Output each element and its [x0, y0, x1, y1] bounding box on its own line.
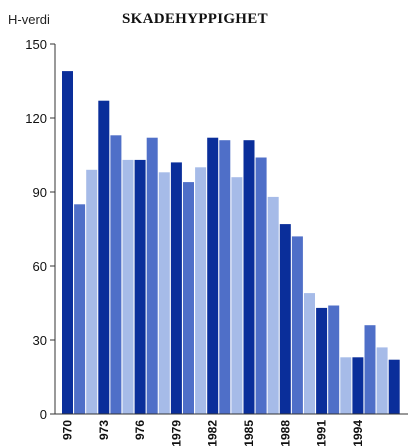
bar [279, 224, 291, 414]
bar [243, 140, 255, 414]
y-tick-label: 30 [33, 333, 47, 348]
bar [352, 357, 364, 414]
bar [340, 357, 352, 414]
bar [207, 137, 219, 414]
y-axis-ticks: 0 30 60 90 120 150 [25, 37, 55, 422]
x-tick-label: 1991 [315, 420, 329, 447]
chart-title: SKADEHYPPIGHET [122, 11, 268, 27]
bar [62, 71, 73, 414]
bar [291, 236, 303, 414]
bar [328, 305, 340, 414]
x-tick-label: 1982 [206, 420, 220, 447]
bar [183, 182, 194, 414]
bar [376, 347, 388, 414]
bar [267, 196, 279, 414]
x-tick-label: 1994 [351, 420, 365, 447]
y-tick-label: 120 [25, 111, 47, 126]
x-tick-label: 1979 [169, 420, 183, 447]
x-tick-label: 970 [61, 420, 75, 440]
bar [364, 325, 376, 414]
bar [158, 172, 170, 414]
bar [134, 159, 146, 414]
bar [255, 157, 267, 414]
x-tick-label: 973 [97, 420, 111, 440]
y-tick-label: 60 [33, 259, 47, 274]
bar [146, 137, 158, 414]
bar [388, 359, 400, 414]
x-axis-ticks: 970 973 976 1979 1982 1985 1988 1991 1994 [61, 420, 365, 447]
x-tick-label: 976 [133, 420, 147, 440]
bar [195, 167, 207, 414]
bar [316, 307, 328, 414]
y-tick-label: 150 [25, 37, 47, 52]
y-tick-label: 0 [40, 407, 47, 422]
x-tick-label: 1988 [278, 420, 292, 447]
bars [62, 71, 400, 415]
bar [231, 177, 243, 414]
y-axis-label: H-verdi [8, 12, 50, 27]
bar [219, 140, 231, 414]
bar [98, 100, 110, 414]
bar [170, 162, 182, 414]
bar [304, 293, 315, 414]
bar [74, 204, 86, 414]
y-tick-label: 90 [33, 185, 47, 200]
x-tick-label: 1985 [242, 420, 256, 447]
bar [110, 135, 122, 415]
bar [122, 159, 134, 414]
bar [86, 169, 98, 414]
